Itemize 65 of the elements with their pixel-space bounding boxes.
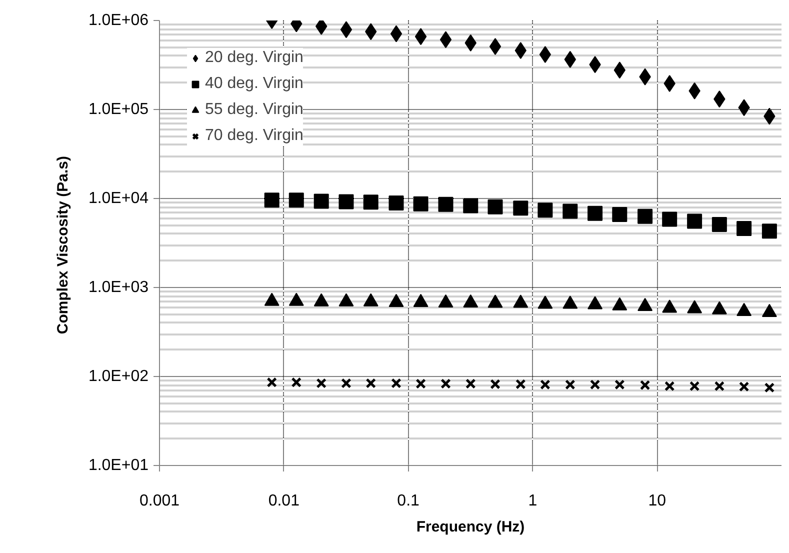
point — [391, 378, 402, 388]
point — [664, 380, 675, 392]
point — [712, 217, 727, 232]
point — [588, 206, 603, 221]
legend-label: 55 deg. Virgin — [205, 101, 304, 119]
point — [714, 380, 725, 392]
point — [463, 198, 478, 214]
y-axis-title: Complex Viscosity (Pa.s) — [54, 156, 72, 334]
point — [314, 194, 329, 209]
point — [390, 25, 402, 42]
y-tick-label: 1.0E+04 — [88, 190, 149, 207]
point — [438, 196, 454, 212]
y-tick-label: 1.0E+03 — [88, 279, 149, 296]
legend-label: 20 deg. Virgin — [205, 49, 304, 67]
point — [440, 31, 452, 48]
point — [762, 224, 777, 239]
point — [264, 192, 280, 208]
x-tick-label: 0.001 — [139, 492, 180, 510]
point — [388, 196, 404, 211]
point — [416, 378, 426, 389]
point — [736, 221, 752, 236]
point — [440, 378, 451, 389]
point — [538, 202, 553, 218]
point — [612, 207, 628, 222]
point — [590, 380, 600, 390]
point — [490, 379, 500, 390]
x-tick-label: 1 — [528, 492, 538, 510]
point — [662, 212, 678, 227]
point — [291, 377, 302, 388]
point — [562, 204, 578, 219]
point — [288, 192, 304, 208]
point — [489, 38, 502, 56]
point — [488, 199, 503, 214]
point — [266, 377, 277, 388]
legend-label: 40 deg. Virgin — [205, 75, 304, 93]
x-axis-title: Frequency (Hz) — [416, 518, 525, 536]
y-tick-label: 1.0E+01 — [88, 457, 149, 474]
point — [414, 28, 427, 46]
x-tick-label: 0.01 — [268, 492, 300, 510]
point — [638, 208, 653, 224]
legend-label: 70 deg. Virgin — [205, 127, 304, 145]
point — [738, 381, 750, 392]
point — [689, 380, 700, 392]
x-tick-label: 10 — [648, 492, 666, 510]
y-tick-label: 1.0E+06 — [88, 12, 149, 29]
point — [465, 378, 476, 389]
point — [539, 46, 552, 63]
point — [338, 194, 354, 210]
point — [341, 378, 352, 388]
point — [540, 380, 550, 390]
point — [614, 380, 625, 390]
point — [316, 378, 326, 388]
point — [366, 378, 376, 388]
point — [363, 194, 378, 210]
point — [764, 382, 775, 393]
point — [516, 379, 526, 390]
point — [340, 21, 352, 38]
point — [413, 196, 428, 212]
y-tick-label: 1.0E+05 — [88, 101, 149, 118]
point — [687, 214, 702, 229]
point — [640, 380, 650, 390]
y-tick-label: 1.0E+02 — [88, 368, 149, 385]
point — [513, 200, 528, 216]
x-tick-label: 0.1 — [397, 492, 420, 510]
point — [565, 380, 576, 390]
